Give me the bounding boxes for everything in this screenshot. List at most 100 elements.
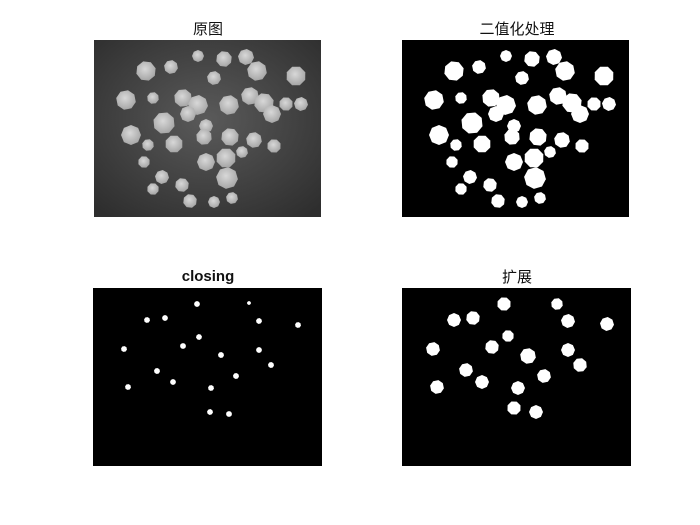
- particle: [164, 60, 178, 74]
- dilated-blob: [537, 369, 551, 383]
- dilated-blob: [447, 313, 461, 327]
- closing-image-axes: [93, 288, 322, 466]
- binary-particle: [575, 139, 589, 153]
- dilated-image-axes: [402, 288, 631, 466]
- dilated-blob: [600, 317, 614, 331]
- binary-particle: [488, 106, 504, 122]
- particle: [216, 51, 232, 67]
- particle: [183, 194, 197, 208]
- particle: [247, 61, 267, 81]
- panel-title-original: 原图: [192, 20, 223, 38]
- dilated-blob: [573, 358, 587, 372]
- binary-particle: [455, 92, 467, 104]
- closing-blob: [295, 322, 301, 328]
- binary-particle: [491, 194, 505, 208]
- binary-particle: [549, 87, 567, 105]
- binary-particle: [602, 97, 616, 111]
- binary-particle: [473, 135, 491, 153]
- binary-particle: [594, 66, 614, 86]
- particle: [165, 135, 183, 153]
- closing-blob: [196, 334, 202, 340]
- particle: [174, 89, 192, 107]
- particle: [197, 153, 215, 171]
- particle: [147, 92, 159, 104]
- closing-blob: [144, 317, 150, 323]
- closing-blob: [180, 343, 186, 349]
- dilated-image: [402, 288, 631, 466]
- particle: [116, 90, 136, 110]
- closing-blob: [247, 301, 251, 305]
- binary-particle: [524, 167, 546, 189]
- binary-particle: [587, 97, 601, 111]
- closing-blob: [268, 362, 274, 368]
- particle: [180, 106, 196, 122]
- dilated-blob: [426, 342, 440, 356]
- binarized-image-axes: [402, 40, 629, 217]
- binary-particle: [500, 50, 512, 62]
- binary-particle: [450, 139, 462, 151]
- dilated-blob: [507, 401, 521, 415]
- particle: [199, 119, 213, 133]
- particle: [263, 105, 281, 123]
- dilated-blob: [485, 340, 499, 354]
- particle: [238, 49, 254, 65]
- binary-particle: [507, 119, 521, 133]
- binary-particle: [524, 51, 540, 67]
- binary-particle: [429, 125, 449, 145]
- particle: [216, 148, 236, 168]
- closing-blob: [256, 318, 262, 324]
- particle: [142, 139, 154, 151]
- dilated-blob: [459, 363, 473, 377]
- particle: [207, 71, 221, 85]
- binary-particle: [472, 60, 486, 74]
- particle: [241, 87, 259, 105]
- particle: [153, 112, 175, 134]
- binary-particle: [505, 153, 523, 171]
- particle: [219, 95, 239, 115]
- particle: [175, 178, 189, 192]
- binary-particle: [483, 178, 497, 192]
- panel-title-dilated: 扩展: [501, 268, 532, 286]
- binary-particle: [455, 183, 467, 195]
- dilated-blob: [520, 348, 536, 364]
- binary-particle: [424, 90, 444, 110]
- closing-image: [93, 288, 322, 466]
- closing-blob: [233, 373, 239, 379]
- binary-particle: [527, 95, 547, 115]
- particle: [138, 156, 150, 168]
- particle: [267, 139, 281, 153]
- closing-blob: [194, 301, 200, 307]
- dilated-blob: [502, 330, 514, 342]
- particle: [121, 125, 141, 145]
- particle: [155, 170, 169, 184]
- particle: [147, 183, 159, 195]
- binary-particle: [461, 112, 483, 134]
- binary-particle: [529, 128, 547, 146]
- particle: [196, 129, 212, 145]
- binary-particle: [446, 156, 458, 168]
- closing-blob: [256, 347, 262, 353]
- particle: [192, 50, 204, 62]
- closing-blob: [125, 384, 131, 390]
- particle: [208, 196, 220, 208]
- binarized-image: [402, 40, 629, 217]
- particle: [221, 128, 239, 146]
- binary-particle: [516, 196, 528, 208]
- dilated-blob: [466, 311, 480, 325]
- dilated-blob: [430, 380, 444, 394]
- binary-particle: [555, 61, 575, 81]
- dilated-blob: [561, 343, 575, 357]
- dilated-blob: [511, 381, 525, 395]
- particle: [279, 97, 293, 111]
- binary-particle: [554, 132, 570, 148]
- closing-blob: [170, 379, 176, 385]
- binary-particle: [504, 129, 520, 145]
- particle: [294, 97, 308, 111]
- binary-particle: [444, 61, 464, 81]
- binary-particle: [544, 146, 556, 158]
- closing-blob: [154, 368, 160, 374]
- binary-particle: [463, 170, 477, 184]
- dilated-blob: [529, 405, 543, 419]
- binary-particle: [571, 105, 589, 123]
